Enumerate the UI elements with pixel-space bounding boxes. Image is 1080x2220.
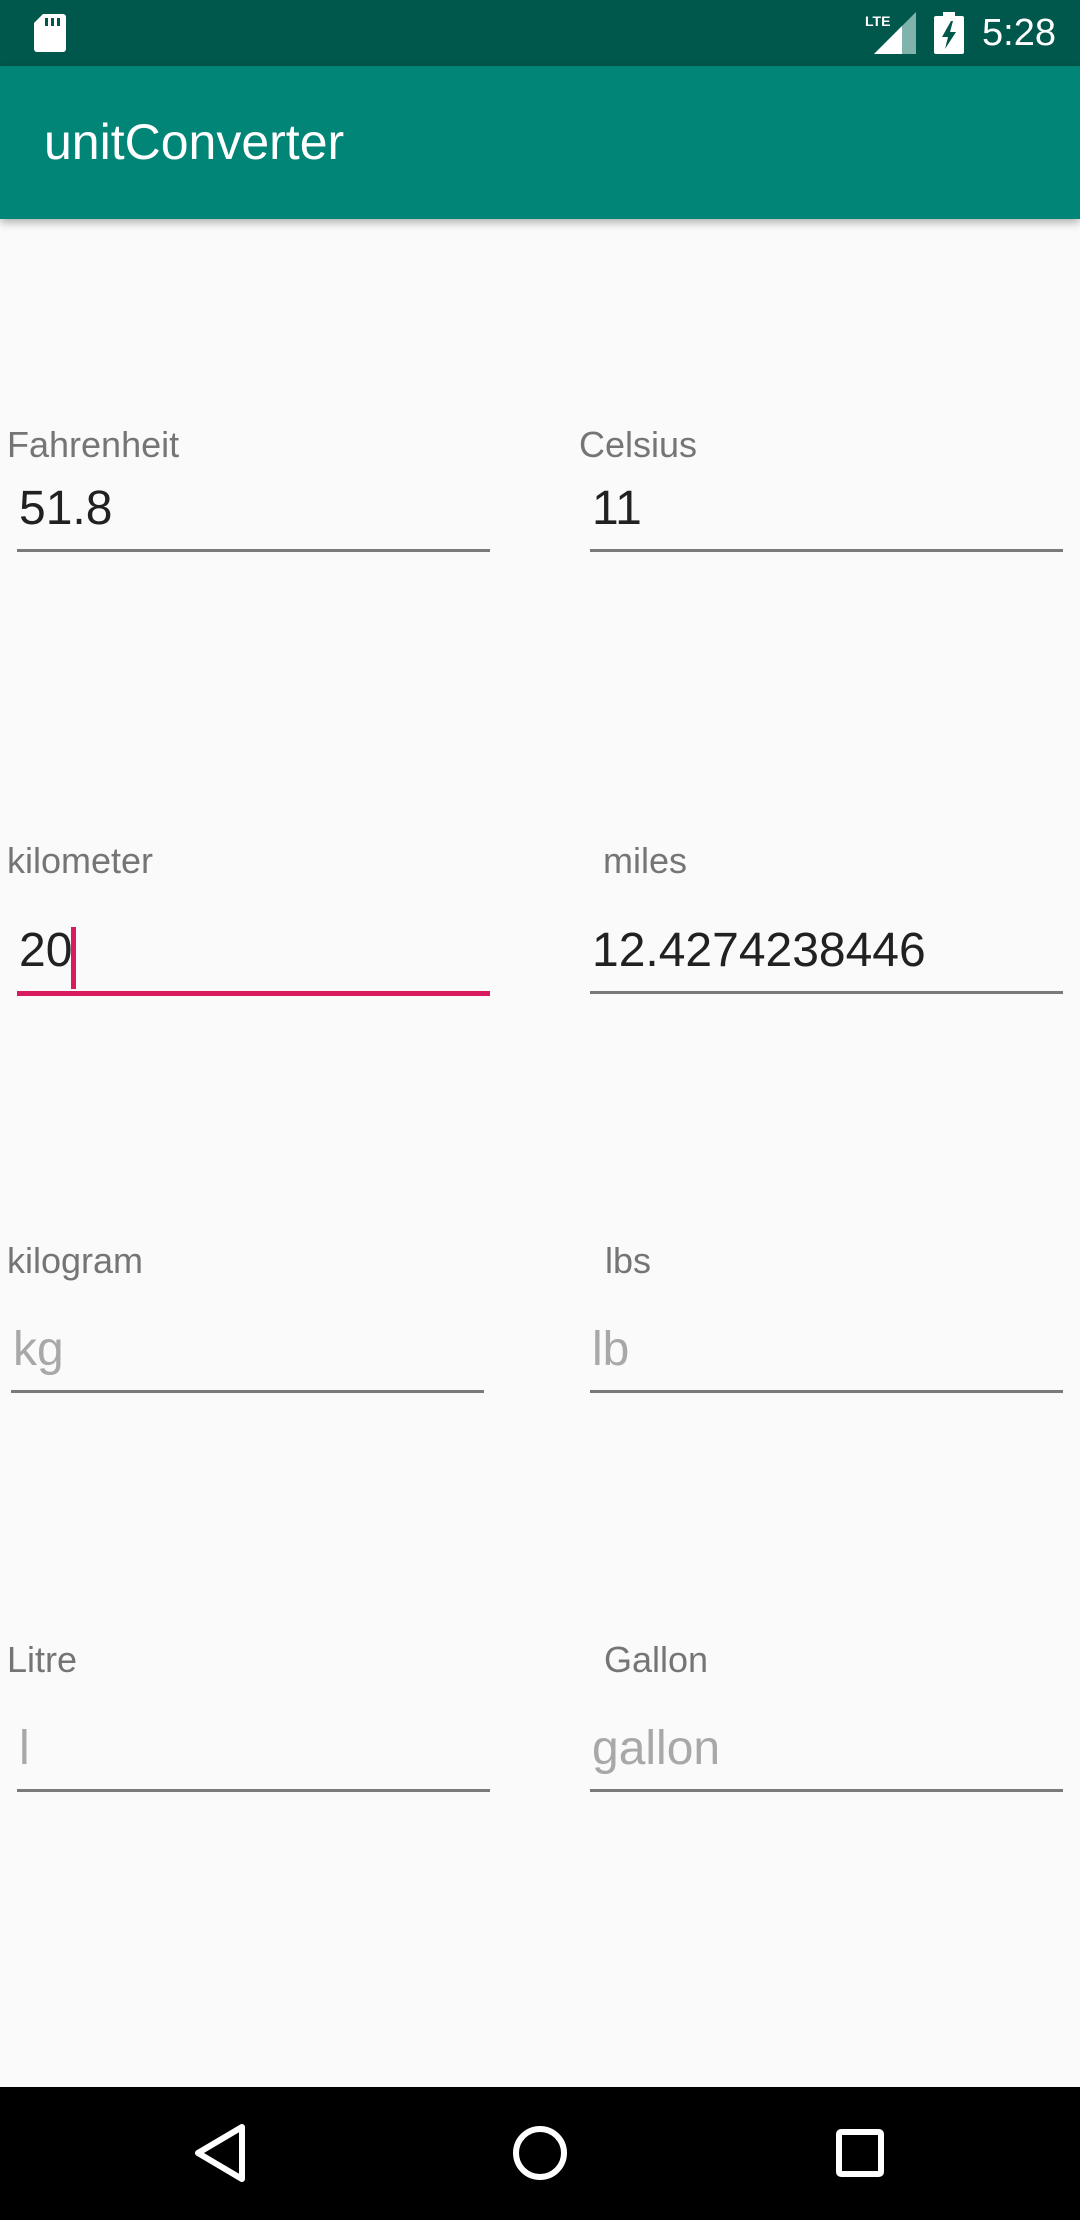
kilometer-label: kilometer [7, 840, 154, 881]
miles-label: miles [603, 840, 688, 881]
kilogram-field[interactable] [11, 1310, 484, 1393]
app-bar: unitConverter [0, 66, 1080, 219]
fahrenheit-field[interactable] [17, 469, 490, 552]
lbs-label: lbs [605, 1240, 652, 1281]
navigation-bar [0, 2087, 1080, 2220]
back-icon[interactable] [180, 2113, 260, 2193]
lte-signal-icon: LTE [865, 12, 916, 54]
status-time: 5:28 [982, 12, 1056, 54]
text-cursor [71, 927, 76, 989]
litre-field[interactable] [17, 1709, 490, 1792]
battery-charging-icon [934, 12, 964, 54]
lbs-field[interactable] [590, 1310, 1063, 1393]
kilogram-input[interactable] [11, 1310, 484, 1390]
fahrenheit-input[interactable] [17, 469, 490, 549]
gallon-input[interactable] [590, 1709, 1063, 1789]
converter-form: Fahrenheit Celsius kilometer miles kilog… [0, 219, 1080, 2087]
lbs-input[interactable] [590, 1310, 1063, 1390]
litre-input[interactable] [17, 1709, 490, 1789]
celsius-field[interactable] [590, 469, 1063, 552]
miles-input[interactable] [590, 911, 1063, 991]
celsius-label: Celsius [579, 424, 698, 465]
gallon-field[interactable] [590, 1709, 1063, 1792]
home-icon[interactable] [500, 2113, 580, 2193]
kilogram-label: kilogram [7, 1240, 144, 1281]
kilometer-input[interactable] [17, 911, 490, 991]
fahrenheit-label: Fahrenheit [7, 424, 180, 465]
app-title: unitConverter [44, 114, 345, 170]
gallon-label: Gallon [604, 1639, 709, 1680]
status-bar: LTE 5:28 [0, 0, 1080, 66]
miles-field[interactable] [590, 911, 1063, 994]
sd-card-icon [34, 14, 66, 52]
litre-label: Litre [7, 1639, 78, 1680]
lte-label: LTE [865, 13, 890, 29]
recents-icon[interactable] [820, 2113, 900, 2193]
celsius-input[interactable] [590, 469, 1063, 549]
kilometer-field[interactable] [17, 911, 490, 996]
